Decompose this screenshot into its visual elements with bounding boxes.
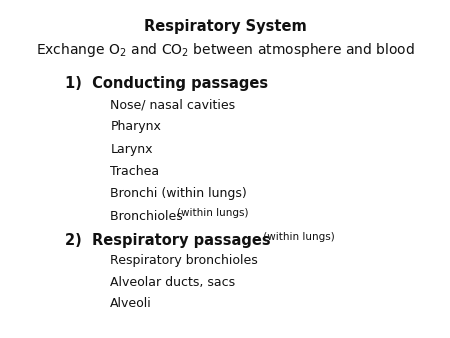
Text: 2)  Respiratory passages: 2) Respiratory passages (65, 233, 271, 248)
Text: Nose/ nasal cavities: Nose/ nasal cavities (110, 98, 235, 111)
Text: 1)  Conducting passages: 1) Conducting passages (65, 76, 268, 91)
Text: Pharynx: Pharynx (110, 120, 161, 133)
Text: Bronchioles: Bronchioles (110, 210, 187, 222)
Text: Larynx: Larynx (110, 143, 153, 155)
Text: Alveoli: Alveoli (110, 297, 152, 310)
Text: (within lungs): (within lungs) (177, 208, 248, 218)
Text: Respiratory bronchioles: Respiratory bronchioles (110, 254, 258, 267)
Text: (within lungs): (within lungs) (260, 232, 334, 242)
Text: Respiratory System: Respiratory System (144, 19, 306, 33)
Text: Trachea: Trachea (110, 165, 159, 178)
Text: Exchange O$_2$ and CO$_2$ between atmosphere and blood: Exchange O$_2$ and CO$_2$ between atmosp… (36, 41, 414, 58)
Text: Bronchi (within lungs): Bronchi (within lungs) (110, 187, 247, 200)
Text: Alveolar ducts, sacs: Alveolar ducts, sacs (110, 276, 235, 289)
